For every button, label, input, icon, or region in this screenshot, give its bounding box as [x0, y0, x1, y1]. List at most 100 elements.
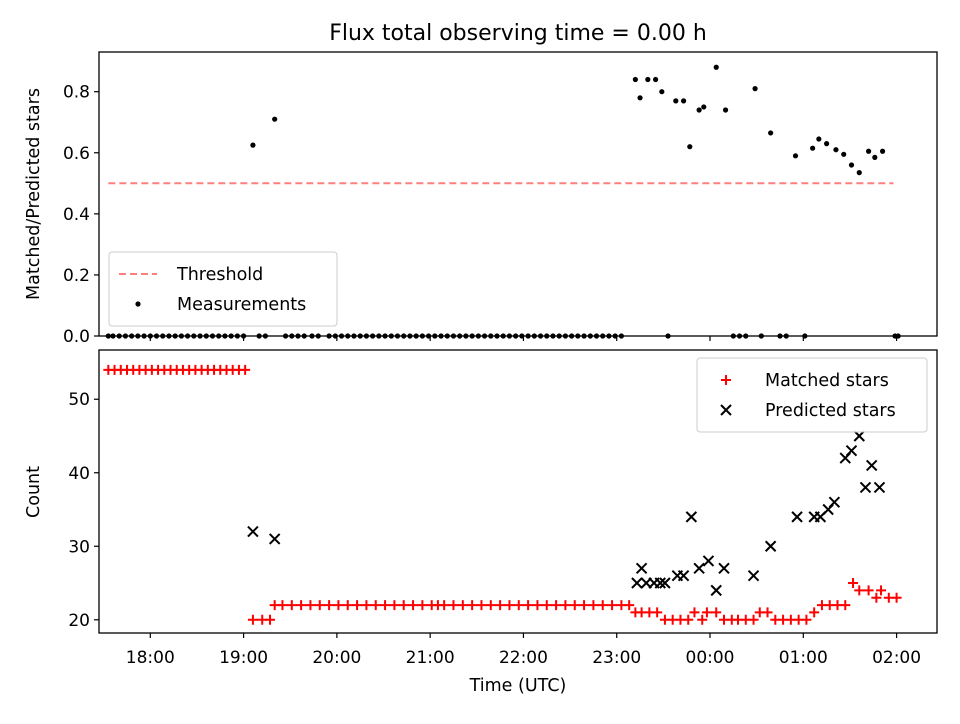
data-point: [840, 600, 851, 611]
data-point: [841, 151, 847, 157]
legend-box: [696, 357, 928, 433]
data-point: [748, 614, 759, 625]
axes-frame: [98, 349, 938, 634]
data-point: [687, 144, 693, 150]
data-point: [523, 600, 534, 611]
data-point: [624, 600, 635, 611]
y-tick-label: 0.6: [63, 144, 90, 164]
data-point: [833, 147, 839, 153]
data-point: [697, 614, 708, 625]
data-point: [768, 130, 774, 136]
x-tick-label: 21:00: [406, 648, 455, 668]
legend-swatch: [135, 301, 141, 307]
data-point: [764, 540, 777, 552]
x-tick-label: 02:00: [872, 648, 921, 668]
data-point: [810, 145, 816, 151]
data-point: [398, 600, 409, 611]
x-tick-label: 19:00: [219, 648, 268, 668]
data-point: [250, 142, 256, 148]
y-tick-label: 0.0: [63, 327, 90, 347]
data-point: [693, 562, 705, 575]
data-point: [635, 562, 648, 575]
data-point: [607, 600, 618, 611]
legend-label: Matched stars: [765, 371, 889, 391]
data-point: [380, 600, 391, 611]
data-point: [439, 600, 450, 611]
plot-layer: 0.0 0.2 0.4 0.6 0.8 Threshold Measurements 20 30…: [63, 51, 938, 668]
data-point: [683, 614, 694, 625]
top-y-axis-label: Matched/Predicted stars: [24, 88, 44, 300]
y-tick-label: 0.4: [63, 205, 90, 225]
data-point: [333, 600, 344, 611]
data-point: [848, 162, 855, 168]
y-tick-label: 40: [68, 464, 90, 484]
measurements-series: [105, 64, 901, 339]
data-point: [277, 600, 288, 611]
y-tick-label: 0.2: [63, 266, 90, 286]
data-point: [352, 600, 363, 611]
data-point: [891, 592, 902, 603]
data-point: [876, 585, 887, 596]
data-point: [588, 600, 599, 611]
data-point: [652, 607, 663, 618]
data-point: [872, 154, 878, 160]
data-point: [569, 600, 580, 611]
data-point: [865, 459, 878, 472]
data-point: [722, 107, 729, 113]
bottom-y-axis-label: Count: [24, 466, 44, 518]
data-point: [710, 584, 722, 597]
data-point: [467, 600, 478, 611]
x-tick-label: 18:00: [126, 648, 175, 668]
data-point: [560, 600, 571, 611]
data-point: [342, 600, 353, 611]
data-point: [848, 578, 859, 589]
data-point: [752, 86, 758, 92]
legend-swatch: [721, 375, 731, 385]
data-point: [863, 585, 874, 596]
data-point: [247, 525, 259, 538]
y-tick-label: 50: [68, 390, 90, 410]
x-axis-label: Time (UTC): [469, 676, 567, 696]
data-point: [871, 592, 882, 603]
data-point: [361, 600, 372, 611]
data-point: [448, 600, 459, 611]
y-tick-label: 20: [68, 611, 90, 631]
data-point: [859, 481, 872, 494]
data-point: [873, 481, 886, 494]
data-point: [689, 607, 700, 618]
data-point: [457, 600, 468, 611]
data-point: [286, 600, 297, 611]
y-tick-label: 30: [68, 537, 90, 557]
legend-swatch: [720, 404, 732, 416]
data-point: [791, 511, 803, 523]
count-panel: 20 30 40 50 18:00 19:00 20:00 21:00 22:00 23:00 00…: [68, 349, 938, 668]
data-point: [713, 64, 719, 70]
legend-label: Measurements: [177, 295, 306, 315]
data-point: [801, 614, 812, 625]
data-point: [305, 600, 316, 611]
data-point: [597, 600, 608, 611]
data-point: [824, 141, 830, 147]
data-point: [579, 600, 590, 611]
data-point: [408, 600, 419, 611]
ratio-panel: 0.0 0.2 0.4 0.6 0.8 Threshold Measurements: [63, 51, 938, 347]
data-point: [853, 430, 865, 442]
data-point: [685, 511, 698, 523]
data-point: [389, 600, 400, 611]
data-point: [659, 577, 671, 589]
data-point: [240, 364, 251, 375]
data-point: [856, 170, 862, 176]
data-point: [296, 600, 307, 611]
data-point: [677, 569, 690, 582]
data-point: [718, 562, 730, 575]
data-point: [673, 98, 679, 104]
data-point: [711, 607, 722, 618]
data-point: [632, 76, 638, 83]
data-point: [702, 555, 715, 567]
data-point: [701, 607, 712, 618]
data-point: [637, 95, 643, 101]
data-point: [551, 600, 562, 611]
data-point: [652, 76, 659, 83]
x-tick-label: 22:00: [499, 648, 548, 668]
x-tick-label: 23:00: [592, 648, 641, 668]
